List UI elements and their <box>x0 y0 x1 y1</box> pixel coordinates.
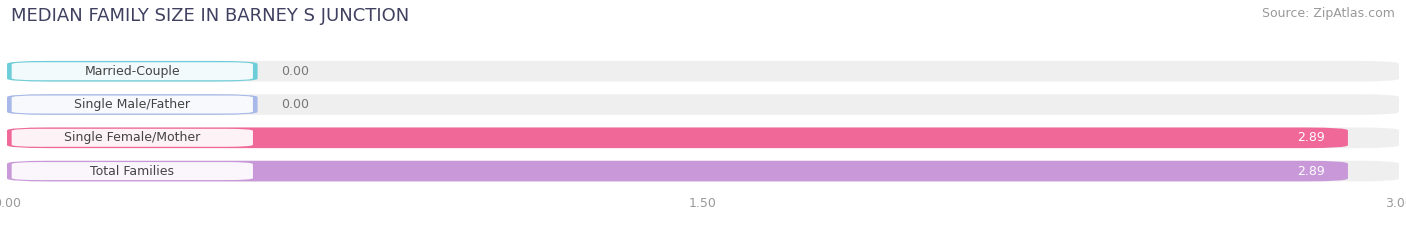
FancyBboxPatch shape <box>11 96 253 113</box>
FancyBboxPatch shape <box>7 161 1348 182</box>
FancyBboxPatch shape <box>11 62 253 80</box>
Text: Single Male/Father: Single Male/Father <box>75 98 190 111</box>
Text: MEDIAN FAMILY SIZE IN BARNEY S JUNCTION: MEDIAN FAMILY SIZE IN BARNEY S JUNCTION <box>11 7 409 25</box>
Text: Single Female/Mother: Single Female/Mother <box>65 131 201 144</box>
FancyBboxPatch shape <box>11 129 253 147</box>
FancyBboxPatch shape <box>7 61 1399 82</box>
FancyBboxPatch shape <box>7 94 1399 115</box>
FancyBboxPatch shape <box>11 162 253 180</box>
FancyBboxPatch shape <box>7 161 1399 182</box>
FancyBboxPatch shape <box>7 127 1348 148</box>
Text: 2.89: 2.89 <box>1296 164 1324 178</box>
FancyBboxPatch shape <box>7 61 257 82</box>
FancyBboxPatch shape <box>7 127 1399 148</box>
Text: 0.00: 0.00 <box>281 65 309 78</box>
Text: Total Families: Total Families <box>90 164 174 178</box>
Text: 2.89: 2.89 <box>1296 131 1324 144</box>
FancyBboxPatch shape <box>7 94 257 115</box>
Text: 0.00: 0.00 <box>281 98 309 111</box>
Text: Married-Couple: Married-Couple <box>84 65 180 78</box>
Text: Source: ZipAtlas.com: Source: ZipAtlas.com <box>1261 7 1395 20</box>
